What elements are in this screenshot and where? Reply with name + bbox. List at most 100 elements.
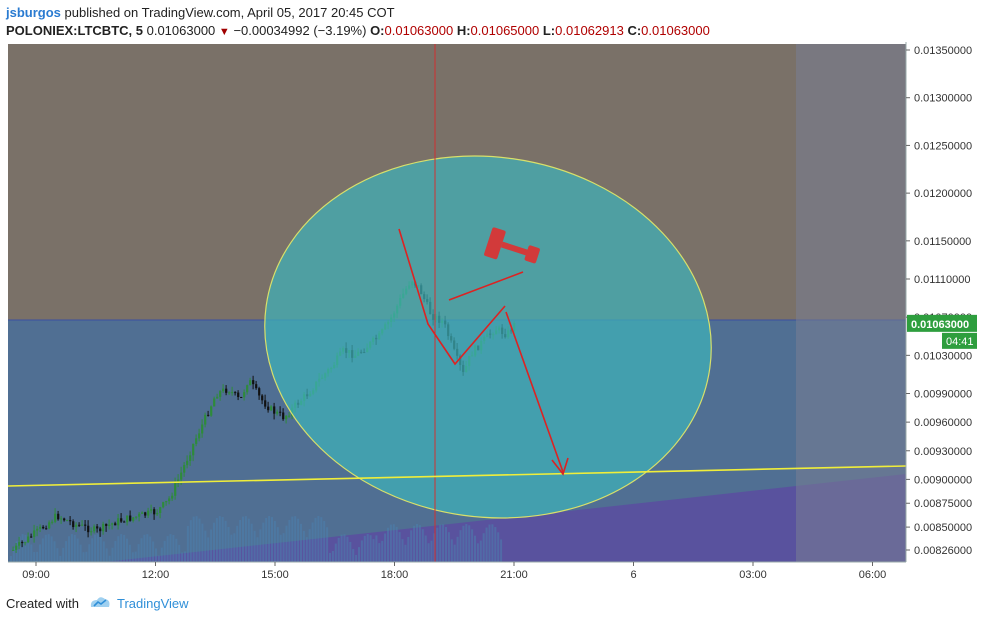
volume-bar [363,535,366,562]
open-value: 0.01063000 [384,23,454,38]
volume-bar [207,537,210,562]
volume-bar [224,520,227,562]
candle-body [219,391,222,397]
x-tick-label: 18:00 [381,569,409,581]
volume-bar [137,544,140,562]
volume-bar [175,538,178,562]
published-text: published on TradingView.com, April 05, … [64,5,395,20]
volume-bar [276,527,279,562]
candle-body [186,460,189,466]
candle-body [141,512,144,514]
volume-bar [146,534,149,562]
candle-body [153,509,156,515]
candle-body [93,526,96,532]
volume-bar [169,534,172,562]
candle-body [135,516,138,518]
volume-bar [271,517,273,562]
volume-bar [259,529,262,562]
volume-bar [317,516,320,562]
candle-body [33,530,36,537]
y-tick-label: 0.00990000 [914,389,972,401]
y-tick-label: 0.00850000 [914,522,972,534]
candle-body [105,523,108,526]
volume-bar [82,552,85,562]
volume-bar [27,538,30,562]
volume-bar [407,536,410,562]
volume-bar [375,535,378,562]
volume-bar [462,525,465,562]
volume-bar [242,516,244,562]
volume-bar [453,544,456,562]
volume-bar [62,547,65,562]
volume-bar [21,534,24,562]
volume-bar [30,544,33,562]
time-axis [0,562,983,584]
volume-bar [244,516,247,562]
left-margin [0,42,7,584]
volume-bar [236,525,239,562]
candle-body [87,525,90,533]
volume-bar [418,525,421,562]
author-link[interactable]: jsburgos [6,5,61,20]
volume-bar [456,536,459,562]
candle-body [225,388,228,393]
y-tick-label: 0.01350000 [914,45,972,57]
candle-body [144,512,147,516]
chart-area[interactable]: 0.01350000 0.01300000 0.01250000 0.01200000… [0,42,983,584]
volume-bar [378,543,381,562]
volume-bar [358,547,360,562]
candle-body [45,528,48,530]
volume-bar [294,516,297,562]
candle-body [213,398,216,407]
candle-body [72,521,75,528]
volume-bar [41,538,44,562]
y-tick-label: 0.00930000 [914,446,972,458]
volume-bar [268,516,271,562]
chart-header: jsburgos published on TradingView.com, A… [0,0,983,42]
price-chart[interactable]: 0.01350000 0.01300000 0.01250000 0.01200000… [0,42,983,584]
volume-bar [424,535,427,562]
volume-bar [279,534,282,562]
symbol-label: POLONIEX:LTCBTC, 5 [6,23,143,38]
created-with-text: Created with [6,596,79,611]
volume-bar [149,536,152,562]
volume-bar [140,538,143,562]
volume-bar [181,552,184,562]
candle-body [120,518,123,522]
volume-bar [436,527,439,562]
volume-bar [157,555,160,562]
volume-bar [10,556,12,562]
candle-body [288,415,291,417]
volume-bar [302,530,305,562]
volume-bar [88,544,91,562]
tradingview-link[interactable]: TradingView [117,596,189,611]
candle-body [78,524,81,526]
volume-bar [459,530,462,562]
candle-body [171,495,174,499]
candle-body [228,392,231,394]
volume-bar [195,516,198,562]
candle-body [42,526,45,529]
volume-bar [311,522,314,562]
volume-bar [18,536,21,562]
low-label: L: [542,23,556,38]
candle-body [30,536,33,538]
volume-bar [297,518,300,562]
volume-bar [360,540,363,562]
candle-body [216,396,219,399]
volume-bar [395,526,398,562]
volume-bar [285,525,288,562]
candle-body [12,549,15,551]
volume-bar [355,554,358,562]
candle-body [234,392,237,394]
volume-bar [497,532,500,562]
volume-bar [102,541,105,562]
volume-bar [73,534,76,562]
tradingview-logo-icon[interactable] [88,594,112,610]
last-price-badge [907,314,977,332]
candle-body [222,388,225,392]
open-label: O: [370,23,385,38]
volume-bar [273,520,276,562]
candle-body [258,388,261,396]
volume-bar [320,517,323,562]
